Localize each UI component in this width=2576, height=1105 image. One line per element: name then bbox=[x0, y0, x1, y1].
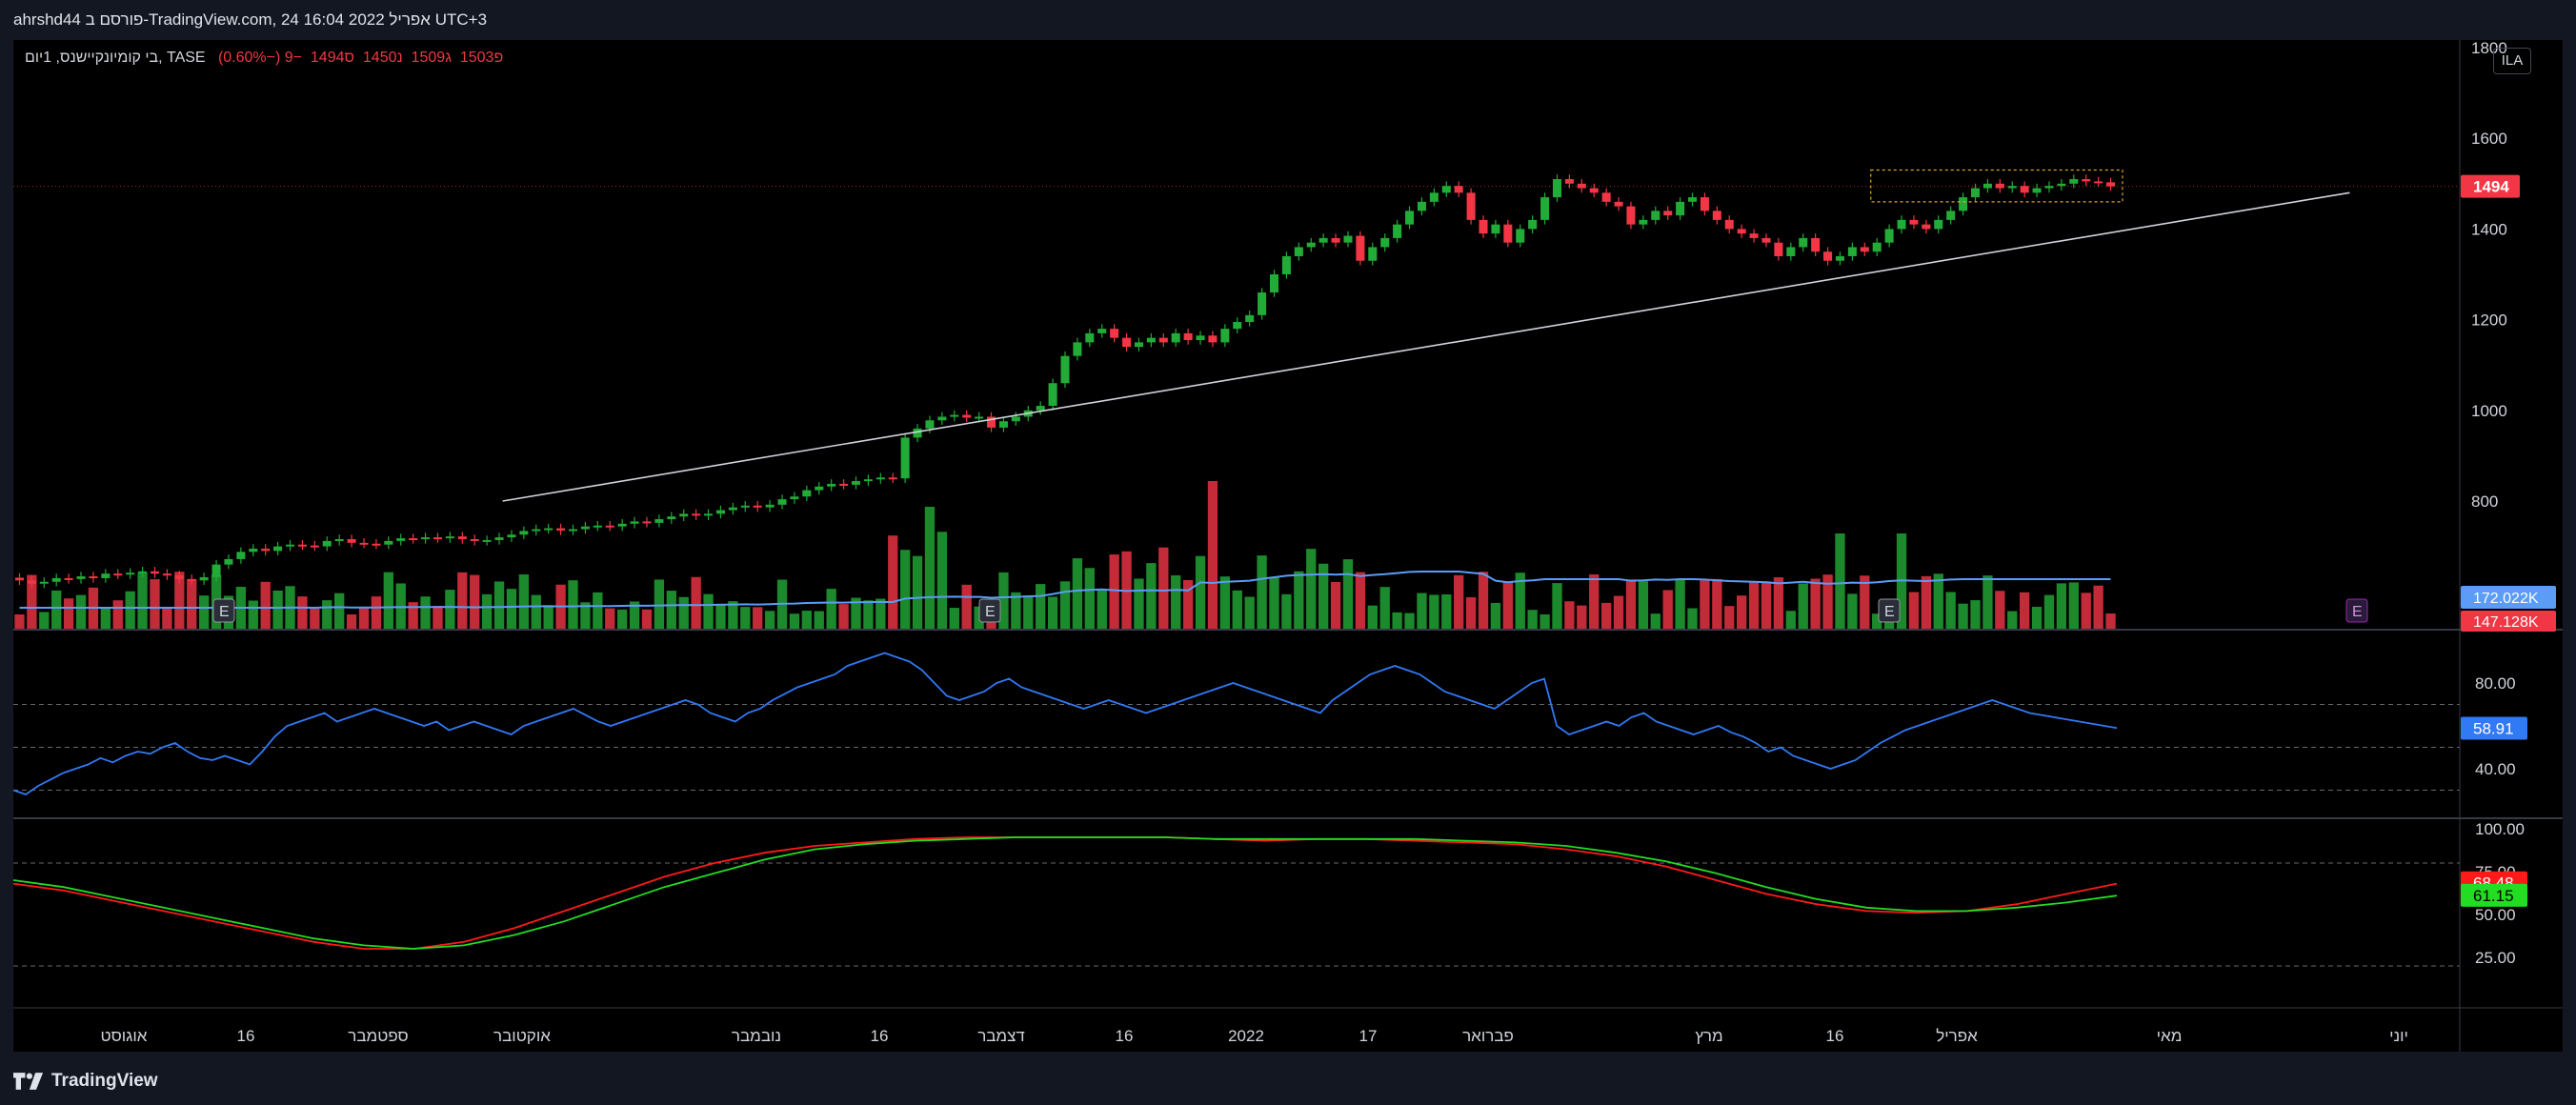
chart-frame[interactable] bbox=[13, 40, 2563, 1052]
tradingview-logo[interactable]: TradingView bbox=[13, 1069, 158, 1094]
legend-close: 1494 bbox=[310, 50, 345, 66]
footer bbox=[0, 1052, 2576, 1105]
legend-close-label: ס bbox=[344, 50, 355, 66]
legend-open: 1503 bbox=[459, 50, 494, 66]
legend-open-label: פ bbox=[493, 50, 504, 66]
legend-low: 1450 bbox=[362, 50, 397, 66]
tradingview-logo-icon bbox=[13, 1073, 44, 1090]
legend-high: 1509 bbox=[411, 50, 446, 66]
chart-title: ahrshd44 פורסם ב-TradingView.com, 24 אפר… bbox=[13, 10, 488, 29]
title-bar: ahrshd44 פורסם ב-TradingView.com, 24 אפר… bbox=[0, 0, 2576, 40]
legend-change: −9 (−0.60%) bbox=[217, 50, 303, 66]
currency-badge[interactable]: ILA bbox=[2493, 48, 2531, 74]
legend-symbol: בי קומיונקיישנס, 1יום, TASE bbox=[25, 50, 206, 66]
legend-high-label: ג bbox=[445, 50, 452, 66]
symbol-legend: בי קומיונקיישנס, 1יום, TASE פ1503 ג1509 … bbox=[25, 50, 503, 67]
legend-low-label: נ bbox=[396, 50, 403, 66]
tradingview-brand: TradingView bbox=[51, 1071, 158, 1091]
